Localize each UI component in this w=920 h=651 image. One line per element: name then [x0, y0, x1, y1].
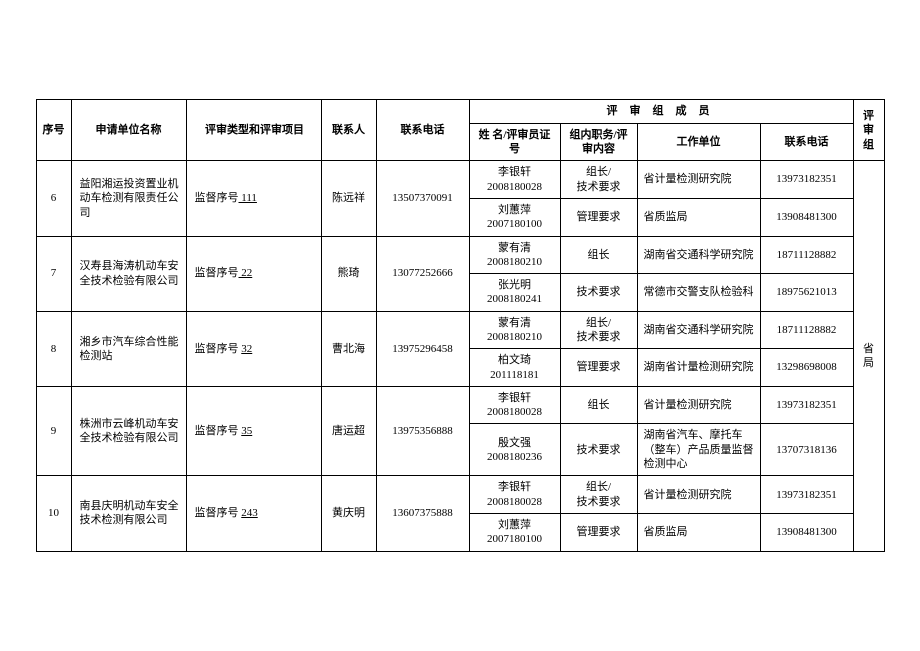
cell-contact: 曹北海 [321, 311, 376, 386]
cell-phone: 13607375888 [376, 476, 469, 551]
table-row: 10南县庆明机动车安全技术检测有限公司监督序号 243黄庆明1360737588… [36, 476, 884, 514]
cell-type: 监督序号 22 [186, 236, 321, 311]
cell-member-phone: 13298698008 [760, 349, 853, 387]
cell-member-phone: 13908481300 [760, 198, 853, 236]
cell-member-role: 技术要求 [560, 274, 637, 312]
table-row: 7汉寿县海涛机动车安全技术检验有限公司监督序号 22熊琦13077252666蒙… [36, 236, 884, 274]
cell-type: 监督序号 35 [186, 386, 321, 475]
cell-phone: 13077252666 [376, 236, 469, 311]
header-unit: 申请单位名称 [71, 100, 186, 161]
header-type: 评审类型和评审项目 [186, 100, 321, 161]
cell-phone: 13975356888 [376, 386, 469, 475]
cell-phone: 13507370091 [376, 161, 469, 236]
cell-member-phone: 13908481300 [760, 513, 853, 551]
cell-contact: 黄庆明 [321, 476, 376, 551]
cell-member-name: 刘蕙萍2007180100 [469, 198, 560, 236]
cell-unit: 益阳湘运投资置业机动车检测有限责任公司 [71, 161, 186, 236]
review-table: 序号 申请单位名称 评审类型和评审项目 联系人 联系电话 评审组成员 评审组 姓… [36, 99, 885, 551]
cell-group-label: 省局 [853, 161, 884, 551]
header-review-group: 评审组 [853, 100, 884, 161]
table-row: 9株洲市云峰机动车安全技术检验有限公司监督序号 35唐运超13975356888… [36, 386, 884, 424]
cell-seq: 8 [36, 311, 71, 386]
cell-type: 监督序号 32 [186, 311, 321, 386]
cell-seq: 9 [36, 386, 71, 475]
header-contact-phone: 联系电话 [760, 123, 853, 161]
cell-member-name: 李银轩2008180028 [469, 386, 560, 424]
table-row: 8湘乡市汽车综合性能检测站监督序号 32曹北海13975296458蒙有清200… [36, 311, 884, 349]
cell-member-phone: 18975621013 [760, 274, 853, 312]
table-row: 6益阳湘运投资置业机动车检测有限责任公司监督序号 111陈远祥135073700… [36, 161, 884, 199]
cell-member-workunit: 省质监局 [637, 513, 760, 551]
cell-member-name: 李银轩2008180028 [469, 161, 560, 199]
cell-member-name: 刘蕙萍2007180100 [469, 513, 560, 551]
cell-member-name: 蒙有清2008180210 [469, 311, 560, 349]
cell-member-role: 组长/技术要求 [560, 311, 637, 349]
cell-member-workunit: 省质监局 [637, 198, 760, 236]
cell-member-name: 柏文琦201118181 [469, 349, 560, 387]
cell-member-phone: 18711128882 [760, 311, 853, 349]
header-workunit: 工作单位 [637, 123, 760, 161]
cell-member-name: 李银轩2008180028 [469, 476, 560, 514]
cell-member-workunit: 湖南省交通科学研究院 [637, 311, 760, 349]
cell-member-workunit: 省计量检测研究院 [637, 161, 760, 199]
cell-member-phone: 13973182351 [760, 476, 853, 514]
cell-member-workunit: 湖南省汽车、摩托车（整车）产品质量监督检测中心 [637, 424, 760, 476]
cell-contact: 陈远祥 [321, 161, 376, 236]
cell-member-name: 殷文强2008180236 [469, 424, 560, 476]
cell-member-role: 管理要求 [560, 198, 637, 236]
cell-member-phone: 18711128882 [760, 236, 853, 274]
header-name-cert: 姓 名/评审员证号 [469, 123, 560, 161]
cell-unit: 南县庆明机动车安全技术检测有限公司 [71, 476, 186, 551]
cell-member-role: 技术要求 [560, 424, 637, 476]
header-seq: 序号 [36, 100, 71, 161]
cell-member-role: 管理要求 [560, 513, 637, 551]
cell-member-workunit: 省计量检测研究院 [637, 386, 760, 424]
cell-member-name: 蒙有清2008180210 [469, 236, 560, 274]
cell-member-workunit: 湖南省计量检测研究院 [637, 349, 760, 387]
header-role: 组内职务/评审内容 [560, 123, 637, 161]
cell-unit: 汉寿县海涛机动车安全技术检验有限公司 [71, 236, 186, 311]
cell-contact: 熊琦 [321, 236, 376, 311]
cell-member-role: 组长/技术要求 [560, 476, 637, 514]
cell-member-phone: 13973182351 [760, 386, 853, 424]
header-phone: 联系电话 [376, 100, 469, 161]
cell-member-name: 张光明2008180241 [469, 274, 560, 312]
cell-member-workunit: 省计量检测研究院 [637, 476, 760, 514]
cell-member-role: 组长 [560, 386, 637, 424]
cell-member-role: 管理要求 [560, 349, 637, 387]
cell-member-role: 组长/技术要求 [560, 161, 637, 199]
cell-unit: 湘乡市汽车综合性能检测站 [71, 311, 186, 386]
cell-member-phone: 13707318136 [760, 424, 853, 476]
cell-member-role: 组长 [560, 236, 637, 274]
cell-member-workunit: 湖南省交通科学研究院 [637, 236, 760, 274]
cell-type: 监督序号 243 [186, 476, 321, 551]
cell-seq: 6 [36, 161, 71, 236]
cell-seq: 7 [36, 236, 71, 311]
cell-seq: 10 [36, 476, 71, 551]
cell-unit: 株洲市云峰机动车安全技术检验有限公司 [71, 386, 186, 475]
header-members-group: 评审组成员 [469, 100, 853, 123]
cell-contact: 唐运超 [321, 386, 376, 475]
cell-member-phone: 13973182351 [760, 161, 853, 199]
cell-type: 监督序号 111 [186, 161, 321, 236]
cell-phone: 13975296458 [376, 311, 469, 386]
cell-member-workunit: 常德市交警支队检验科 [637, 274, 760, 312]
header-contact: 联系人 [321, 100, 376, 161]
